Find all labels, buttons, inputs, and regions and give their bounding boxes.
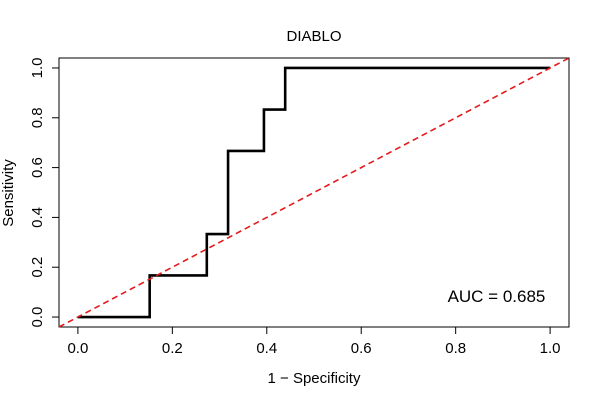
y-tick-label: 0.6 [29, 157, 46, 178]
x-tick-label: 0.2 [162, 340, 183, 357]
x-tick-label: 0.0 [67, 340, 88, 357]
y-tick-label: 0.0 [29, 307, 46, 328]
x-axis: 0.0 0.2 0.4 0.6 0.8 1.0 [67, 326, 561, 357]
auc-annotation: AUC = 0.685 [448, 287, 546, 306]
x-tick-label: 0.4 [256, 340, 277, 357]
y-axis-label: Sensitivity [0, 159, 17, 227]
chart-title: DIABLO [286, 28, 341, 45]
x-axis-label: 1 − Specificity [268, 370, 361, 387]
roc-curve [77, 66, 551, 319]
y-tick-label: 1.0 [29, 58, 46, 79]
x-tick-label: 0.8 [445, 340, 466, 357]
annotation-group: AUC = 0.685 [448, 287, 546, 306]
series-group [58, 57, 570, 328]
diagonal-reference-line [58, 57, 570, 328]
y-tick-label: 0.4 [29, 207, 46, 228]
y-axis: 0.0 0.2 0.4 0.6 0.8 1.0 [29, 58, 60, 328]
y-tick-label: 0.2 [29, 257, 46, 278]
x-tick-label: 1.0 [540, 340, 561, 357]
y-tick-label: 0.8 [29, 107, 46, 128]
x-tick-label: 0.6 [351, 340, 372, 357]
